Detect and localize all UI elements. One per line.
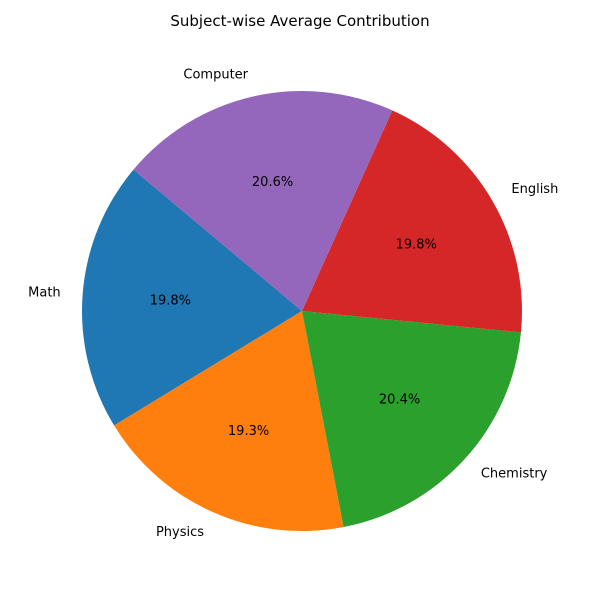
slice-label-chemistry: Chemistry xyxy=(481,467,548,482)
pie-slice-physics xyxy=(114,311,344,531)
pie-slices xyxy=(82,91,522,531)
pie-slice-math xyxy=(82,169,302,426)
chart-title: Subject-wise Average Contribution xyxy=(170,12,430,30)
pct-label-chemistry: 20.4% xyxy=(379,392,420,407)
pie-slice-english xyxy=(302,110,522,333)
pct-label-math: 19.8% xyxy=(150,294,191,309)
pie-slice-computer xyxy=(133,91,393,311)
slice-label-english: English xyxy=(511,182,558,197)
pie-slice-chemistry xyxy=(302,311,521,528)
slice-label-physics: Physics xyxy=(156,525,204,540)
pct-label-physics: 19.3% xyxy=(228,424,269,439)
slice-label-math: Math xyxy=(28,285,61,300)
pct-label-computer: 20.6% xyxy=(252,175,293,190)
pct-label-english: 19.8% xyxy=(396,237,437,252)
pie-labels: Math 19.8% Physics 19.3% Chemistry 20.4% Engli… xyxy=(28,68,558,540)
slice-label-computer: Computer xyxy=(183,68,248,83)
